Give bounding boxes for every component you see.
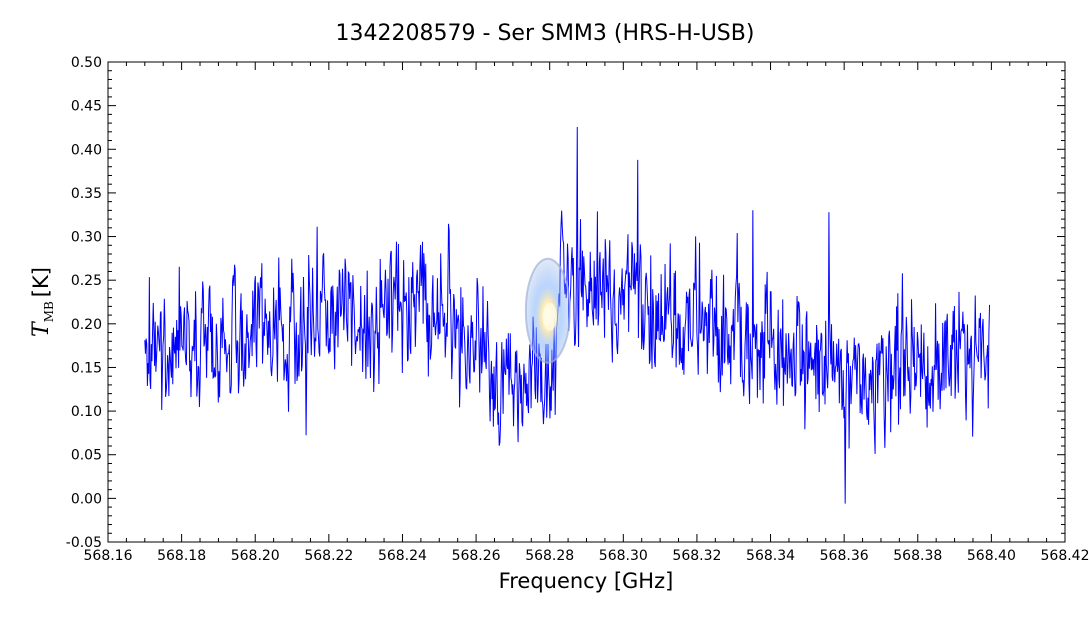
y-tick-label: 0.50 [71, 55, 102, 71]
y-tick-label: -0.05 [66, 535, 102, 551]
x-tick-label: 568.38 [893, 548, 942, 564]
spectrum-series-line [144, 127, 991, 504]
x-tick-label: 568.26 [452, 548, 501, 564]
watermark-blob-highlight [542, 302, 557, 331]
y-axis-label-symbol: T [29, 320, 54, 337]
y-tick-label: 0.15 [71, 360, 102, 376]
x-tick-label: 568.34 [746, 548, 795, 564]
x-axis-ticks: 568.16 568.18 568.20 568.22 568.24 568.26 568.… [84, 62, 1090, 564]
y-axis-label: TMB [K] [29, 267, 56, 337]
x-tick-label: 568.28 [525, 548, 574, 564]
y-tick-label: 0.20 [71, 317, 102, 333]
x-tick-label: 568.30 [599, 548, 648, 564]
y-tick-label: 0.35 [71, 186, 102, 202]
y-tick-label: 0.00 [71, 491, 102, 507]
x-axis-label: Frequency [GHz] [499, 569, 674, 593]
svg-text:TMB[K]: TMB [K] [29, 267, 56, 337]
chart-title: 1342208579 - Ser SMM3 (HRS-H-USB) [336, 21, 755, 46]
y-tick-label: 0.10 [71, 404, 102, 420]
y-tick-label: 0.30 [71, 230, 102, 246]
y-tick-label: 0.25 [71, 273, 102, 289]
x-tick-label: 568.42 [1041, 548, 1090, 564]
y-axis-ticks: -0.05 0.00 0.05 0.10 0.15 0.20 0.25 0.30 0.35 0.4… [66, 55, 1065, 551]
watermark-blob [524, 257, 571, 364]
y-tick-label: 0.45 [71, 99, 102, 115]
y-tick-label: 0.05 [71, 448, 102, 464]
y-axis-label-unit: [K] [29, 267, 53, 297]
series-group [144, 127, 991, 504]
x-tick-label: 568.22 [304, 548, 353, 564]
y-axis-label-subscript: MB [42, 301, 56, 322]
x-tick-label: 568.20 [231, 548, 280, 564]
x-tick-label: 568.36 [820, 548, 869, 564]
x-tick-label: 568.24 [378, 548, 427, 564]
x-tick-label: 568.16 [84, 548, 133, 564]
x-tick-label: 568.32 [672, 548, 721, 564]
x-tick-label: 568.40 [967, 548, 1016, 564]
x-tick-label: 568.18 [157, 548, 206, 564]
y-tick-label: 0.40 [71, 142, 102, 158]
